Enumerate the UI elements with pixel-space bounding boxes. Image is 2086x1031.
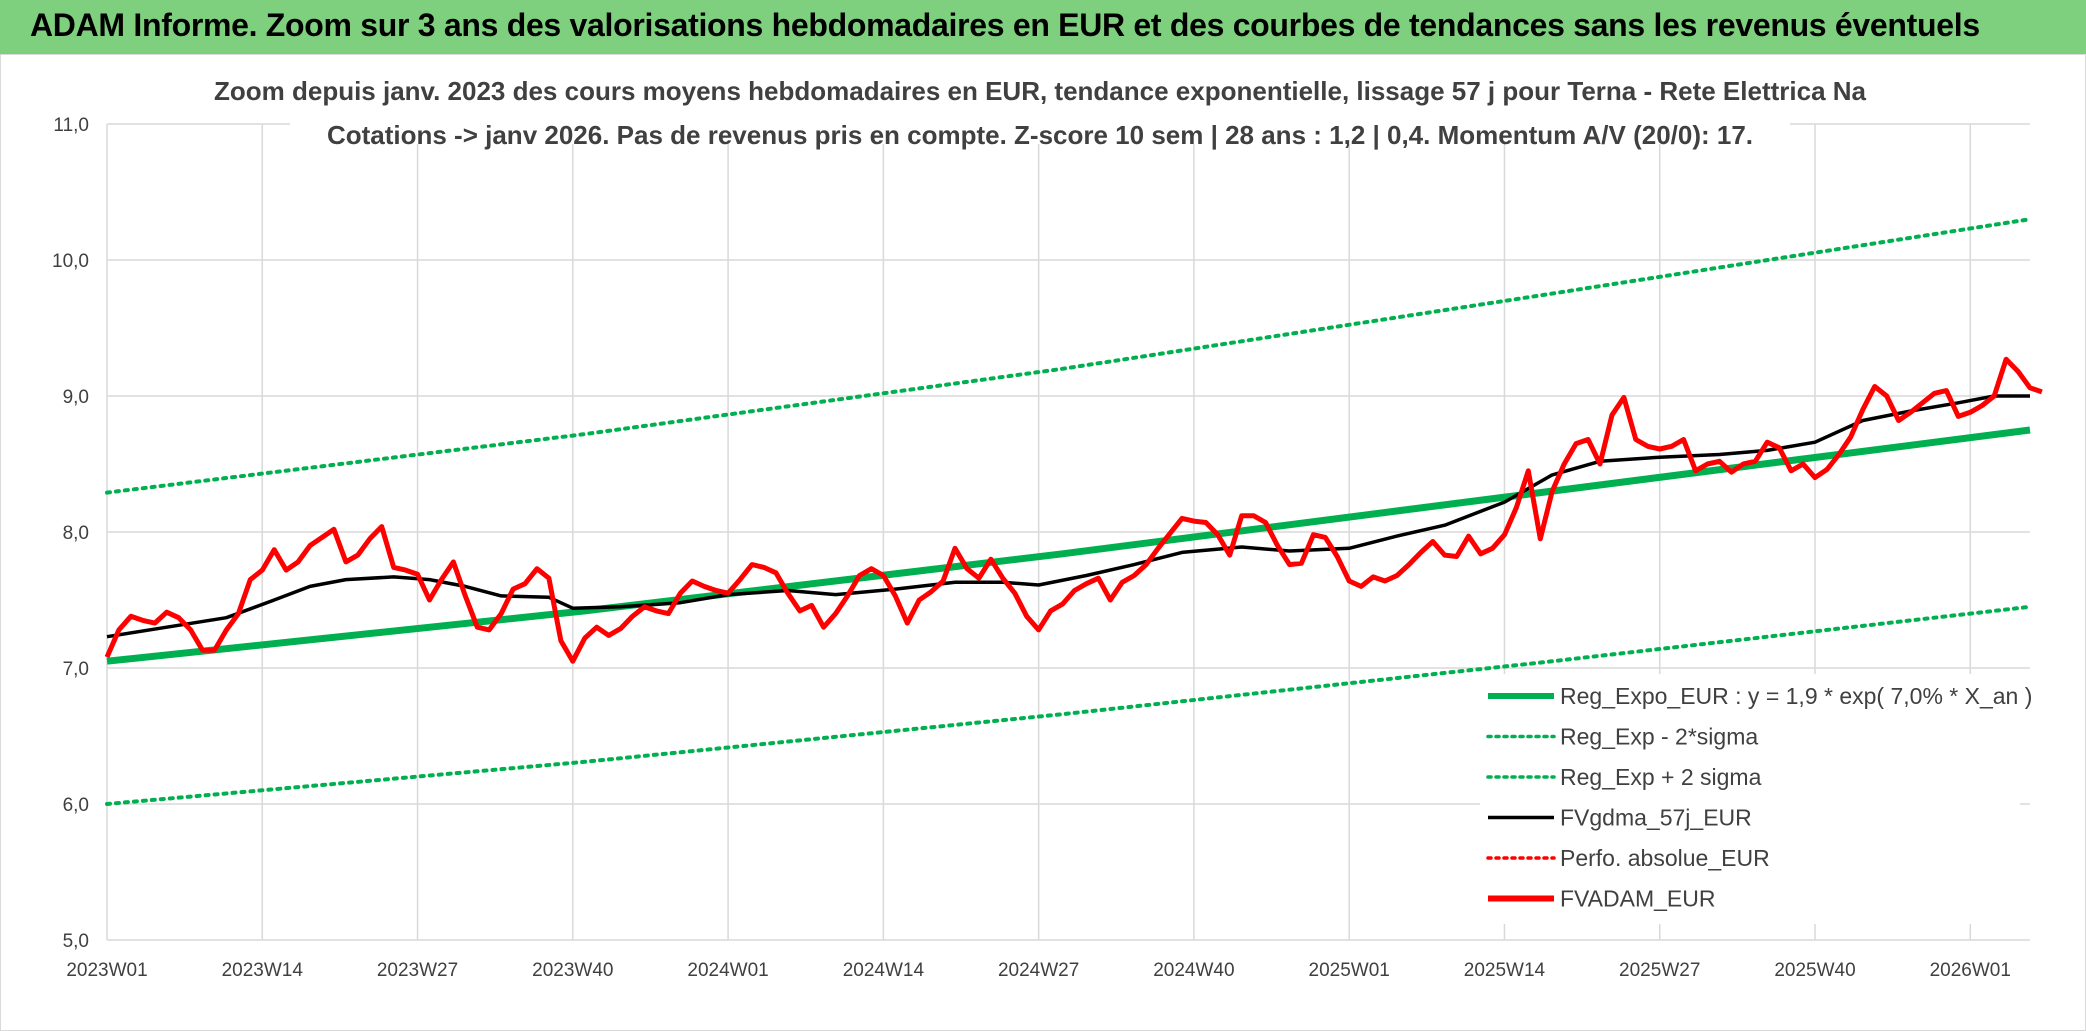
y-tick-label: 10,0: [52, 251, 89, 272]
series-line-reg-exp-2-sigma: [105, 604, 2032, 806]
legend-label: Reg_Exp + 2 sigma: [1560, 764, 1762, 790]
series-layer: [104, 217, 2043, 806]
series-line-reg-expo-eur: [106, 426, 2031, 665]
chart-title-line-2: Cotations -> janv 2026. Pas de revenus p…: [327, 120, 1753, 150]
x-tick-label: 2023W01: [66, 960, 147, 981]
report-title: ADAM Informe. Zoom sur 3 ans des valoris…: [30, 7, 1980, 43]
legend-label: FVADAM_EUR: [1560, 886, 1716, 912]
title-backdrop: [290, 62, 1790, 144]
legend-label: Perfo. absolue_EUR: [1560, 845, 1770, 871]
chart-svg: 5,06,07,08,09,010,011,0 2023W01 2023W14 20…: [0, 54, 2086, 1031]
series-line-reg-exp-2-sigma: [105, 217, 2032, 495]
x-tick-label: 2025W14: [1464, 960, 1546, 981]
y-tick-label: 6,0: [63, 795, 89, 816]
chart-frame: 5,0 6,0 7,0 8,0 9,0 10,0 11,0 2023W01 2023W14 20…: [0, 54, 2086, 1031]
y-axis-ticks: 5,0 6,0 7,0 8,0 9,0 10,0 11,0: [52, 115, 89, 952]
x-tick-label: 2024W40: [1153, 960, 1234, 981]
x-tick-label: 2025W27: [1619, 960, 1700, 981]
x-tick-label: 2026W01: [1930, 960, 2011, 981]
x-tick-label: 2025W01: [1309, 960, 1390, 981]
y-tick-label: 11,0: [53, 115, 89, 136]
legend-box: [1480, 674, 2020, 924]
y-tick-label: 8,0: [63, 523, 89, 544]
x-axis-ticks: 2023W01 2023W14 2023W27 2023W40 2024W01 2024W…: [66, 960, 2011, 981]
x-tick-label: 2023W40: [532, 960, 613, 981]
y-tick-label: 7,0: [63, 659, 89, 680]
x-tick-label: 2024W01: [687, 960, 768, 981]
legend: Reg_Expo_EUR : y = 1,9 * exp( 7,0% * X_a…: [1480, 674, 2032, 924]
x-tick-label: 2024W27: [998, 960, 1079, 981]
x-tick-label: 2025W40: [1774, 960, 1855, 981]
chart-title-line-1: Zoom depuis janv. 2023 des cours moyens …: [214, 76, 1867, 106]
series-line-fvadam-eur: [104, 356, 2043, 664]
x-tick-label: 2024W14: [843, 960, 925, 981]
legend-label: Reg_Exp - 2*sigma: [1560, 724, 1758, 750]
x-tick-label: 2023W14: [222, 960, 304, 981]
y-tick-label: 5,0: [63, 931, 89, 952]
legend-label: Reg_Expo_EUR : y = 1,9 * exp( 7,0% * X_a…: [1560, 683, 2032, 709]
y-tick-label: 9,0: [63, 387, 89, 408]
x-tick-label: 2023W27: [377, 960, 458, 981]
report-banner: ADAM Informe. Zoom sur 3 ans des valoris…: [0, 0, 2086, 56]
legend-label: FVgdma_57j_EUR: [1560, 805, 1752, 831]
